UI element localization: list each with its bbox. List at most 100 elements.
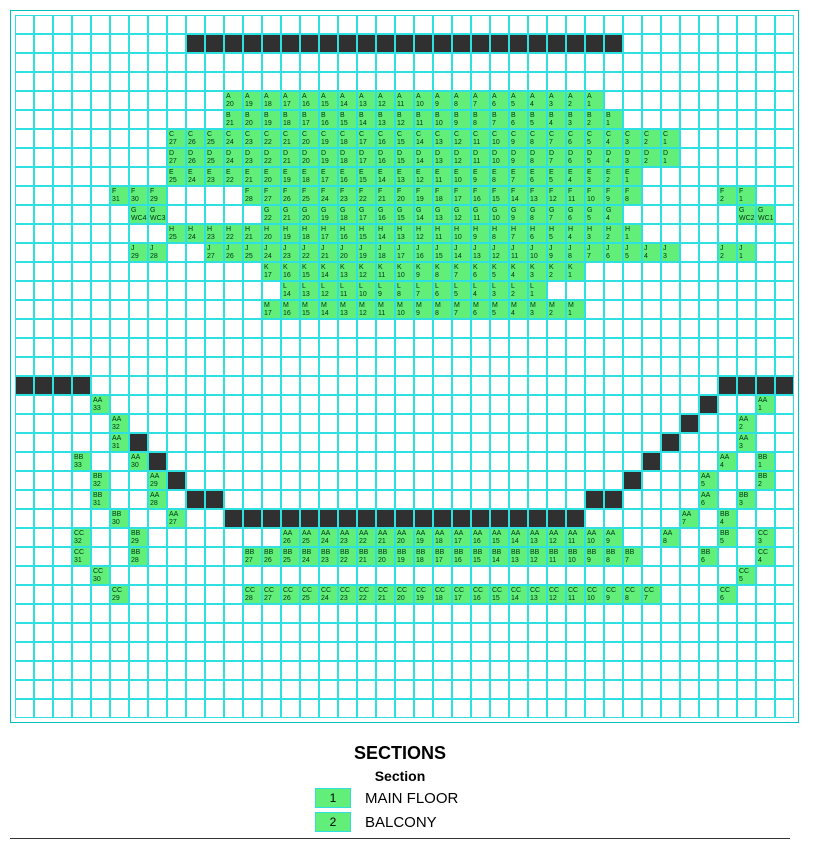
seat-G-10[interactable]: G10 xyxy=(490,205,509,224)
seat-F-12[interactable]: F12 xyxy=(547,186,566,205)
seat-D-17[interactable]: D17 xyxy=(357,148,376,167)
seat-H-20[interactable]: H20 xyxy=(262,224,281,243)
seat-BB-14[interactable]: BB14 xyxy=(490,547,509,566)
seat-B-9[interactable]: B9 xyxy=(452,110,471,129)
seat-C-17[interactable]: C17 xyxy=(357,129,376,148)
seat-C-6[interactable]: C6 xyxy=(566,129,585,148)
seat-B-7[interactable]: B7 xyxy=(490,110,509,129)
seat-C-1[interactable]: C1 xyxy=(661,129,680,148)
seat-D-12[interactable]: D12 xyxy=(452,148,471,167)
seat-M-16[interactable]: M16 xyxy=(281,300,300,319)
seat-AA-23[interactable]: AA23 xyxy=(338,528,357,547)
seat-H-10[interactable]: H10 xyxy=(452,224,471,243)
seat-AA-4[interactable]: AA4 xyxy=(718,452,737,471)
seat-E-8[interactable]: E8 xyxy=(490,167,509,186)
seat-AA-25[interactable]: AA25 xyxy=(300,528,319,547)
seat-AA-16[interactable]: AA16 xyxy=(471,528,490,547)
seat-AA-7[interactable]: AA7 xyxy=(680,509,699,528)
seat-G-12[interactable]: G12 xyxy=(452,205,471,224)
seat-H-11[interactable]: H11 xyxy=(433,224,452,243)
seat-AA-17[interactable]: AA17 xyxy=(452,528,471,547)
seat-M-14[interactable]: M14 xyxy=(319,300,338,319)
seat-M-1[interactable]: M1 xyxy=(566,300,585,319)
seat-BB-22[interactable]: BB22 xyxy=(338,547,357,566)
seat-AA-5[interactable]: AA5 xyxy=(699,471,718,490)
seat-BB-13[interactable]: BB13 xyxy=(509,547,528,566)
seat-E-21[interactable]: E21 xyxy=(243,167,262,186)
seat-AA-19[interactable]: AA19 xyxy=(414,528,433,547)
seat-F-22[interactable]: F22 xyxy=(357,186,376,205)
seat-B-21[interactable]: B21 xyxy=(224,110,243,129)
seat-J-28[interactable]: J28 xyxy=(148,243,167,262)
seat-L-1[interactable]: L1 xyxy=(528,281,547,300)
seat-M-13[interactable]: M13 xyxy=(338,300,357,319)
seat-C-14[interactable]: C14 xyxy=(414,129,433,148)
seat-CC-21[interactable]: CC21 xyxy=(376,585,395,604)
seat-E-5[interactable]: E5 xyxy=(547,167,566,186)
seat-D-19[interactable]: D19 xyxy=(319,148,338,167)
seat-G-17[interactable]: G17 xyxy=(357,205,376,224)
seat-H-2[interactable]: H2 xyxy=(604,224,623,243)
seat-F-10[interactable]: F10 xyxy=(585,186,604,205)
seat-H-9[interactable]: H9 xyxy=(471,224,490,243)
seat-AA-3[interactable]: AA3 xyxy=(737,433,756,452)
seat-BB-6[interactable]: BB6 xyxy=(699,547,718,566)
seat-F-15[interactable]: F15 xyxy=(490,186,509,205)
seat-CC-30[interactable]: CC30 xyxy=(91,566,110,585)
seat-E-14[interactable]: E14 xyxy=(376,167,395,186)
seat-H-12[interactable]: H12 xyxy=(414,224,433,243)
seat-M-15[interactable]: M15 xyxy=(300,300,319,319)
seat-K-6[interactable]: K6 xyxy=(471,262,490,281)
seat-AA-13[interactable]: AA13 xyxy=(528,528,547,547)
seat-H-5[interactable]: H5 xyxy=(547,224,566,243)
seat-G-WC3[interactable]: GWC3 xyxy=(148,205,167,224)
seat-K-14[interactable]: K14 xyxy=(319,262,338,281)
seat-J-25[interactable]: J25 xyxy=(243,243,262,262)
seat-CC-16[interactable]: CC16 xyxy=(471,585,490,604)
seat-CC-24[interactable]: CC24 xyxy=(319,585,338,604)
seat-BB-17[interactable]: BB17 xyxy=(433,547,452,566)
seat-G-16[interactable]: G16 xyxy=(376,205,395,224)
seat-K-16[interactable]: K16 xyxy=(281,262,300,281)
seat-D-25[interactable]: D25 xyxy=(205,148,224,167)
seat-G-21[interactable]: G21 xyxy=(281,205,300,224)
seat-D-20[interactable]: D20 xyxy=(300,148,319,167)
seat-F-30[interactable]: F30 xyxy=(129,186,148,205)
seat-C-18[interactable]: C18 xyxy=(338,129,357,148)
seat-M-12[interactable]: M12 xyxy=(357,300,376,319)
seat-H-7[interactable]: H7 xyxy=(509,224,528,243)
seat-CC-31[interactable]: CC31 xyxy=(72,547,91,566)
seat-B-10[interactable]: B10 xyxy=(433,110,452,129)
seat-D-13[interactable]: D13 xyxy=(433,148,452,167)
seat-L-4[interactable]: L4 xyxy=(471,281,490,300)
seat-F-29[interactable]: F29 xyxy=(148,186,167,205)
seat-B-11[interactable]: B11 xyxy=(414,110,433,129)
seat-G-4[interactable]: G4 xyxy=(604,205,623,224)
seat-CC-12[interactable]: CC12 xyxy=(547,585,566,604)
seat-BB-25[interactable]: BB25 xyxy=(281,547,300,566)
seat-F-20[interactable]: F20 xyxy=(395,186,414,205)
seat-BB-7[interactable]: BB7 xyxy=(623,547,642,566)
seat-BB-5[interactable]: BB5 xyxy=(718,528,737,547)
seat-H-4[interactable]: H4 xyxy=(566,224,585,243)
seat-F-13[interactable]: F13 xyxy=(528,186,547,205)
seat-J-13[interactable]: J13 xyxy=(471,243,490,262)
seat-D-15[interactable]: D15 xyxy=(395,148,414,167)
seat-H-22[interactable]: H22 xyxy=(224,224,243,243)
seat-A-19[interactable]: A19 xyxy=(243,91,262,110)
seat-A-5[interactable]: A5 xyxy=(509,91,528,110)
seat-M-8[interactable]: M8 xyxy=(433,300,452,319)
seat-CC-25[interactable]: CC25 xyxy=(300,585,319,604)
seat-F-25[interactable]: F25 xyxy=(300,186,319,205)
seat-C-20[interactable]: C20 xyxy=(300,129,319,148)
seat-A-20[interactable]: A20 xyxy=(224,91,243,110)
seat-J-5[interactable]: J5 xyxy=(623,243,642,262)
seat-BB-31[interactable]: BB31 xyxy=(91,490,110,509)
seat-K-2[interactable]: K2 xyxy=(547,262,566,281)
seat-BB-33[interactable]: BB33 xyxy=(72,452,91,471)
seat-M-17[interactable]: M17 xyxy=(262,300,281,319)
seat-BB-32[interactable]: BB32 xyxy=(91,471,110,490)
seat-K-10[interactable]: K10 xyxy=(395,262,414,281)
seat-AA-18[interactable]: AA18 xyxy=(433,528,452,547)
seat-F-8[interactable]: F8 xyxy=(623,186,642,205)
